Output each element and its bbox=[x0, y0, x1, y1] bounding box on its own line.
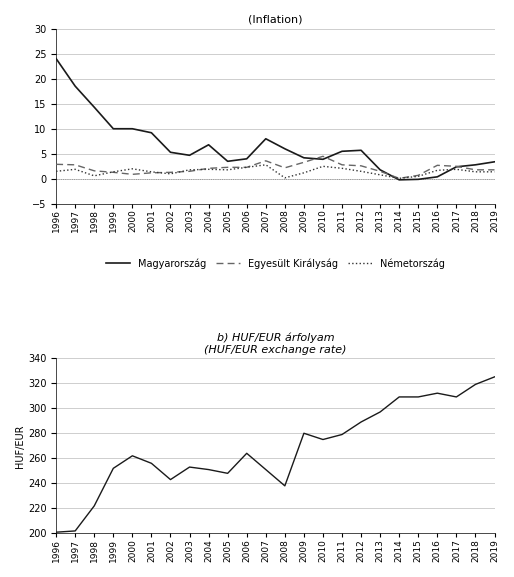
Title: b) HUF/EUR árfolyam
(HUF/EUR exchange rate): b) HUF/EUR árfolyam (HUF/EUR exchange ra… bbox=[204, 332, 346, 354]
Y-axis label: HUF/EUR: HUF/EUR bbox=[15, 424, 25, 467]
Title: (Inflation): (Inflation) bbox=[248, 15, 303, 25]
Legend: Magyarország, Egyesült Királyság, Németország: Magyarország, Egyesült Királyság, Németo… bbox=[102, 254, 449, 273]
